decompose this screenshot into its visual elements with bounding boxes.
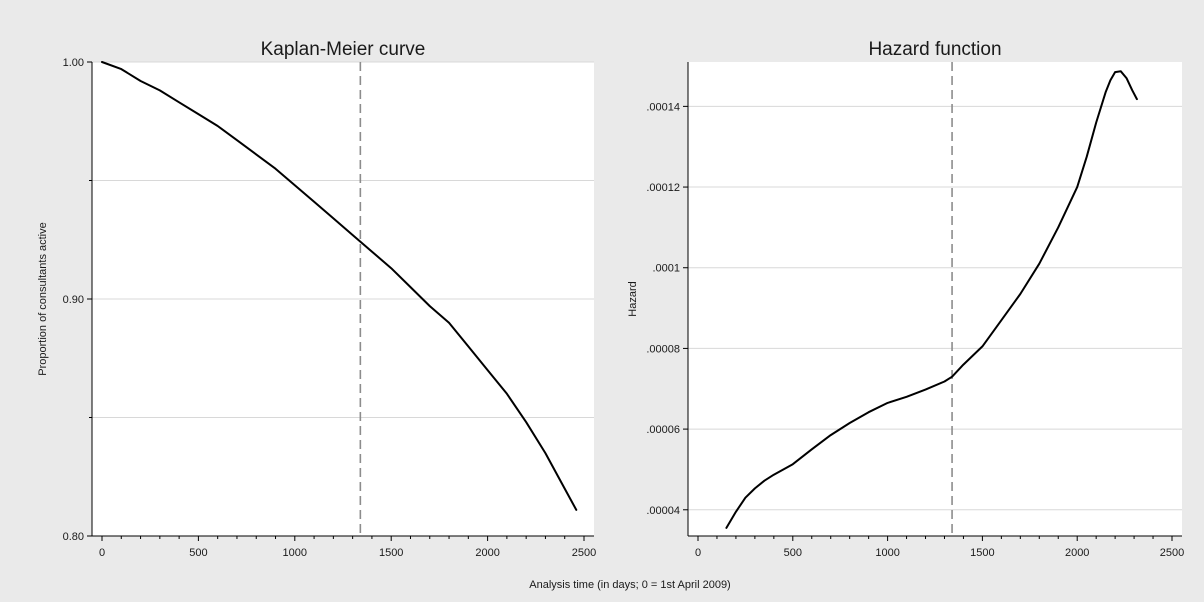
hazard-axes: 0 500 1000 1500 2000 2500 .00004 .00006 .00008 .0…: [646, 62, 1184, 559]
hazard-x-tick-label-3: 1500: [970, 547, 994, 559]
hazard-series-line-0: [725, 70, 1138, 529]
km-x-tick-label-0: 0: [99, 547, 105, 559]
hazard-x-tick-label-4: 2000: [1065, 547, 1089, 559]
km-axes: 0 500 1000 1500 2000 2500 0.80 0.90 1.00: [63, 57, 597, 559]
hazard-chart-title: Hazard function: [868, 39, 1001, 60]
shared-x-axis-label: Analysis time (in days; 0 = 1st April 20…: [529, 579, 730, 591]
hazard-x-tick-label-5: 2500: [1160, 547, 1184, 559]
hazard-y-tick-label-1: .00006: [646, 424, 680, 436]
hazard-x-tick-label-2: 1000: [875, 547, 899, 559]
hazard-y-tick-label-3: .0001: [652, 263, 680, 275]
km-y-tick-label-1: 0.90: [63, 294, 84, 306]
km-x-tick-label-1: 500: [189, 547, 207, 559]
hazard-plot-area: [688, 62, 1182, 536]
km-x-tick-label-5: 2500: [572, 547, 596, 559]
km-series: [101, 61, 578, 511]
km-x-tick-label-4: 2000: [475, 547, 499, 559]
hazard-series: [725, 70, 1138, 529]
km-y-tick-label-2: 1.00: [63, 57, 84, 69]
hazard-y-tick-label-5: .00014: [646, 101, 680, 113]
hazard-y-tick-label-0: .00004: [646, 505, 680, 517]
hazard-y-tick-label-4: .00012: [646, 182, 680, 194]
km-x-tick-label-2: 1000: [283, 547, 307, 559]
hazard-y-tick-label-2: .00008: [646, 343, 680, 355]
km-x-tick-label-3: 1500: [379, 547, 403, 559]
hazard-panel: 0 500 1000 1500 2000 2500 .00004 .00006 .00008 .0…: [627, 39, 1184, 559]
hazard-x-tick-label-0: 0: [695, 547, 701, 559]
kaplan-meier-panel: 0 500 1000 1500 2000 2500 0.80 0.90 1.00 Kaplan-…: [37, 39, 596, 559]
hazard-grid: [688, 105, 1182, 511]
km-y-axis-label: Proportion of consultants active: [37, 222, 49, 375]
hazard-y-axis-label: Hazard: [627, 281, 639, 316]
km-chart-title: Kaplan-Meier curve: [261, 39, 426, 60]
km-y-tick-label-0: 0.80: [63, 531, 84, 543]
hazard-x-tick-label-1: 500: [784, 547, 802, 559]
km-series-line-0: [101, 61, 578, 511]
